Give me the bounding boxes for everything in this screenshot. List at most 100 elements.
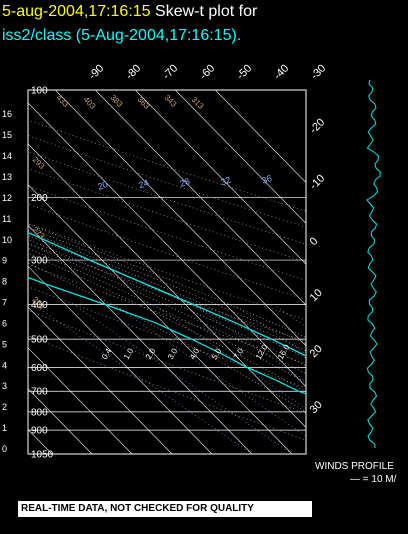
pressure-tick-label: 600 — [31, 363, 48, 374]
mixing-ratio-label: 36 — [260, 173, 273, 186]
isotherm-line — [28, 102, 306, 388]
temperature-right-tick-label: 0 — [308, 235, 321, 248]
height-tick-label: 0 — [2, 444, 7, 454]
temperature-top-tick-label: -90 — [87, 62, 107, 82]
mixing-ratio-line — [193, 304, 306, 382]
moist-adiabat-line — [28, 231, 306, 352]
height-tick-label: 9 — [2, 256, 7, 266]
temperature-right-tick-label: -20 — [308, 116, 328, 136]
height-tick-label: 8 — [2, 277, 7, 287]
moist-adiabat-label: 2.0 — [144, 346, 158, 361]
moist-adiabat-line — [28, 252, 306, 392]
mixing-ratio-line — [73, 304, 293, 454]
isotherm-line — [28, 184, 293, 454]
temperature-top-tick-label: -40 — [272, 62, 292, 82]
height-tick-label: 4 — [2, 360, 7, 370]
temperature-top-tick-label: -80 — [124, 62, 144, 82]
moist-adiabat-line — [28, 235, 306, 359]
moist-adiabat-line — [28, 247, 306, 383]
pressure-tick-label: 100 — [31, 86, 48, 97]
dry-adiabat-line — [28, 286, 306, 389]
pressure-tick-label: 1050 — [31, 450, 54, 461]
mixing-ratio-label: 28 — [178, 176, 191, 189]
temperature-right-tick-label: -10 — [308, 172, 328, 192]
mixing-ratio-line — [113, 304, 306, 437]
height-tick-label: 13 — [2, 172, 12, 182]
dry-adiabat-line — [28, 119, 306, 212]
dry-adiabat-line — [28, 222, 306, 321]
dry-adiabat-line — [28, 135, 306, 228]
isotherm-line — [28, 347, 133, 454]
dry-adiabat-line — [28, 310, 306, 414]
isotherm-line — [55, 90, 306, 347]
temperature-top-tick-label: -50 — [235, 62, 255, 82]
dry-adiabat-line — [28, 264, 306, 365]
moist-adiabat-label: 4.0 — [188, 346, 202, 361]
mixing-ratio-label: 24 — [137, 178, 150, 191]
dry-adiabat-line — [28, 242, 306, 342]
pressure-tick-label: 800 — [31, 407, 48, 418]
pressure-tick-label: 500 — [31, 335, 48, 346]
temperature-right-tick-label: 20 — [308, 343, 325, 360]
isotherm-line — [28, 224, 253, 454]
winds-scale-label: — = 10 M/ — [350, 474, 397, 485]
mixing-ratio-label: 32 — [219, 175, 232, 188]
isotherm-line — [95, 90, 306, 306]
mixing-ratio-line — [33, 304, 253, 454]
pressure-tick-label: 200 — [31, 193, 48, 204]
height-tick-label: 6 — [2, 318, 7, 328]
height-tick-label: 2 — [2, 402, 7, 412]
moist-adiabat-line — [28, 262, 306, 413]
dry-adiabat-label: 293 — [31, 155, 47, 171]
moist-adiabat-line — [28, 239, 306, 366]
pressure-tick-label: 700 — [31, 387, 48, 398]
dry-adiabat-label: 383 — [109, 93, 125, 109]
isotherm-line — [0, 90, 12, 454]
temperature-top-tick-label: -60 — [198, 62, 218, 82]
height-tick-label: 12 — [2, 193, 12, 203]
chart-title: 5-aug-2004,17:16:15 Skew-t plot for — [2, 2, 257, 21]
isotherm-line — [215, 90, 306, 184]
moist-adiabat-label: 7.0 — [232, 346, 246, 361]
isotherm-line — [28, 306, 173, 454]
dewpoint-profile — [28, 276, 306, 395]
sounding-datetime: 5-aug-2004,17:16:15 — [2, 3, 151, 20]
plot-label: Skew-t plot for — [155, 3, 258, 20]
height-tick-label: 3 — [2, 381, 7, 391]
moist-adiabat-label: 16.0 — [276, 343, 292, 361]
height-tick-label: 7 — [2, 298, 7, 308]
moist-adiabat-label: 3.0 — [166, 346, 180, 361]
moist-adiabat-label: 1.0 — [122, 346, 136, 361]
winds-profile-label: WINDS PROFILE — [315, 461, 394, 472]
pressure-tick-label: 400 — [31, 300, 48, 311]
isotherm-line — [135, 90, 306, 265]
isotherm-line — [28, 388, 93, 454]
dry-adiabat-label: 273 — [31, 225, 47, 241]
moist-adiabat-line — [28, 243, 306, 375]
height-tick-label: 14 — [2, 151, 12, 161]
winds-profile-trace — [366, 79, 381, 449]
isotherm-line — [28, 265, 213, 454]
height-tick-label: 16 — [2, 109, 12, 119]
height-tick-label: 15 — [2, 130, 12, 140]
plot-frame — [27, 89, 307, 455]
height-tick-label: 1 — [2, 423, 7, 433]
temperature-top-tick-label: -70 — [161, 62, 181, 82]
moist-adiabat-label: 12.0 — [254, 343, 270, 361]
mixing-ratio-line — [233, 304, 306, 355]
mixing-ratio-label: 20 — [96, 179, 109, 192]
temperature-right-tick-label: 30 — [308, 399, 325, 416]
dry-adiabat-label: 433 — [55, 93, 71, 109]
moist-adiabat-line — [28, 223, 306, 338]
moist-adiabat-line — [28, 227, 306, 345]
temperature-profile — [28, 231, 306, 357]
height-tick-label: 10 — [2, 235, 12, 245]
isotherm-line — [175, 90, 306, 224]
height-tick-label: 5 — [2, 339, 7, 349]
dry-adiabat-line — [28, 167, 306, 263]
dry-adiabat-line — [28, 185, 306, 281]
quality-banner: REAL-TIME DATA, NOT CHECKED FOR QUALITY — [18, 501, 312, 517]
dry-adiabat-line — [28, 335, 306, 441]
dry-adiabat-label: 403 — [82, 95, 98, 111]
